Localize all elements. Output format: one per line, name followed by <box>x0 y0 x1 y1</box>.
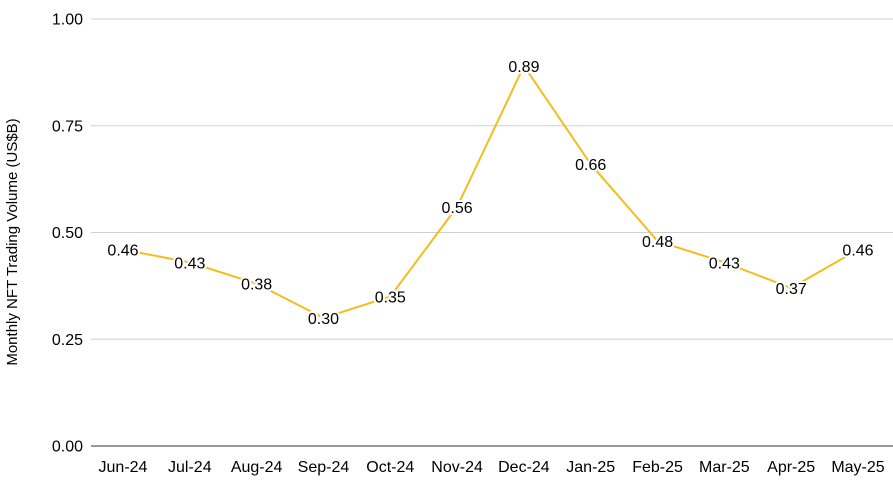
gridlines <box>91 18 893 447</box>
x-tick-label: Nov-24 <box>431 459 483 476</box>
data-label: 0.46 <box>107 243 138 260</box>
x-tick-label: Apr-25 <box>767 459 815 476</box>
y-axis-title: Monthly NFT Trading Volume (US$B) <box>4 118 21 365</box>
y-axis-ticks: 0.00 0.25 0.50 0.75 1.00 <box>52 12 83 456</box>
x-axis-ticks: Jun-24 Jul-24 Aug-24 Sep-24 Oct-24 Nov-24 Dec-… <box>99 459 885 476</box>
data-label: 0.35 <box>375 290 406 307</box>
y-tick-label: 1.00 <box>52 12 83 29</box>
x-tick-label: Aug-24 <box>231 459 283 476</box>
x-tick-label: Sep-24 <box>298 459 350 476</box>
data-label: 0.37 <box>776 281 807 298</box>
series-line <box>122 64 859 319</box>
x-tick-label: Oct-24 <box>366 459 414 476</box>
data-label: 0.38 <box>241 277 272 294</box>
x-tick-label: May-25 <box>831 459 884 476</box>
data-label: 0.43 <box>174 255 205 272</box>
x-tick-label: Feb-25 <box>632 459 683 476</box>
data-label: 0.89 <box>508 59 539 76</box>
data-label: 0.48 <box>642 234 673 251</box>
y-tick-label: 0.00 <box>52 439 83 456</box>
x-tick-label: Jul-24 <box>168 459 212 476</box>
data-label: 0.66 <box>575 157 606 174</box>
data-label: 0.56 <box>442 200 473 217</box>
y-tick-label: 0.50 <box>52 225 83 242</box>
x-tick-label: Mar-25 <box>699 459 750 476</box>
x-tick-label: Jun-24 <box>99 459 148 476</box>
data-label: 0.43 <box>709 255 740 272</box>
data-labels: 0.46 0.43 0.38 0.30 0.35 0.56 0.89 0.66 0.48 0.43… <box>105 57 875 330</box>
series-group <box>122 64 859 319</box>
data-label: 0.46 <box>842 243 873 260</box>
y-tick-label: 0.75 <box>52 118 83 135</box>
data-label: 0.30 <box>308 311 339 328</box>
x-tick-label: Dec-24 <box>498 459 550 476</box>
x-tick-label: Jan-25 <box>566 459 615 476</box>
y-tick-label: 0.25 <box>52 332 83 349</box>
